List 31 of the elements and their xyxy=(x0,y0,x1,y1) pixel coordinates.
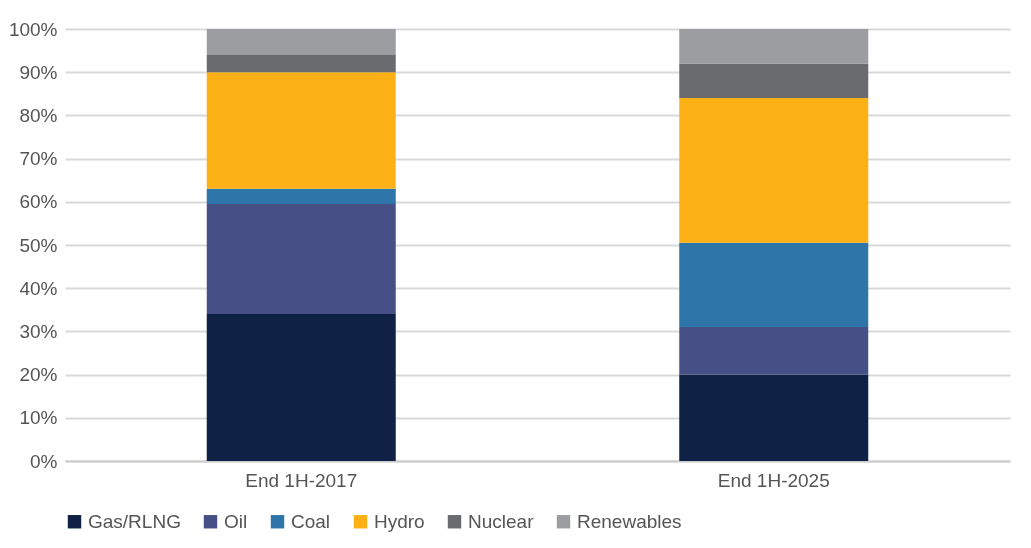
y-tick-label: 90% xyxy=(19,61,58,83)
y-tick-label: 80% xyxy=(19,104,58,126)
bar xyxy=(679,98,869,243)
bar xyxy=(206,314,396,461)
y-tick-label: 10% xyxy=(19,407,58,429)
bar xyxy=(206,54,396,73)
bar xyxy=(679,327,869,375)
bar xyxy=(679,374,869,461)
y-tick-label: 70% xyxy=(19,148,58,170)
y-tick-label: 50% xyxy=(19,234,58,256)
x-tick-label: End 1H-2025 xyxy=(717,469,830,491)
legend-label: Renewables xyxy=(577,510,682,532)
legend-label: Oil xyxy=(224,510,248,532)
y-tick-label: 20% xyxy=(19,364,58,386)
y-tick-label: 30% xyxy=(19,320,58,342)
y-tick-label: 60% xyxy=(19,191,58,213)
y-tick-label: 40% xyxy=(19,277,58,299)
legend-label: Hydro xyxy=(374,510,425,532)
y-tick-label: 0% xyxy=(30,450,58,472)
x-tick-label: End 1H-2017 xyxy=(245,469,358,491)
legend-label: Coal xyxy=(291,510,331,532)
bar xyxy=(679,63,869,99)
y-tick-label: 100% xyxy=(8,18,58,40)
bar xyxy=(679,242,869,328)
bar xyxy=(206,29,396,55)
bar xyxy=(206,203,396,315)
bar xyxy=(206,72,396,189)
legend-label: Nuclear xyxy=(468,510,535,532)
bar xyxy=(206,188,396,204)
legend-label: Gas/RLNG xyxy=(88,510,181,532)
bar xyxy=(679,29,869,64)
